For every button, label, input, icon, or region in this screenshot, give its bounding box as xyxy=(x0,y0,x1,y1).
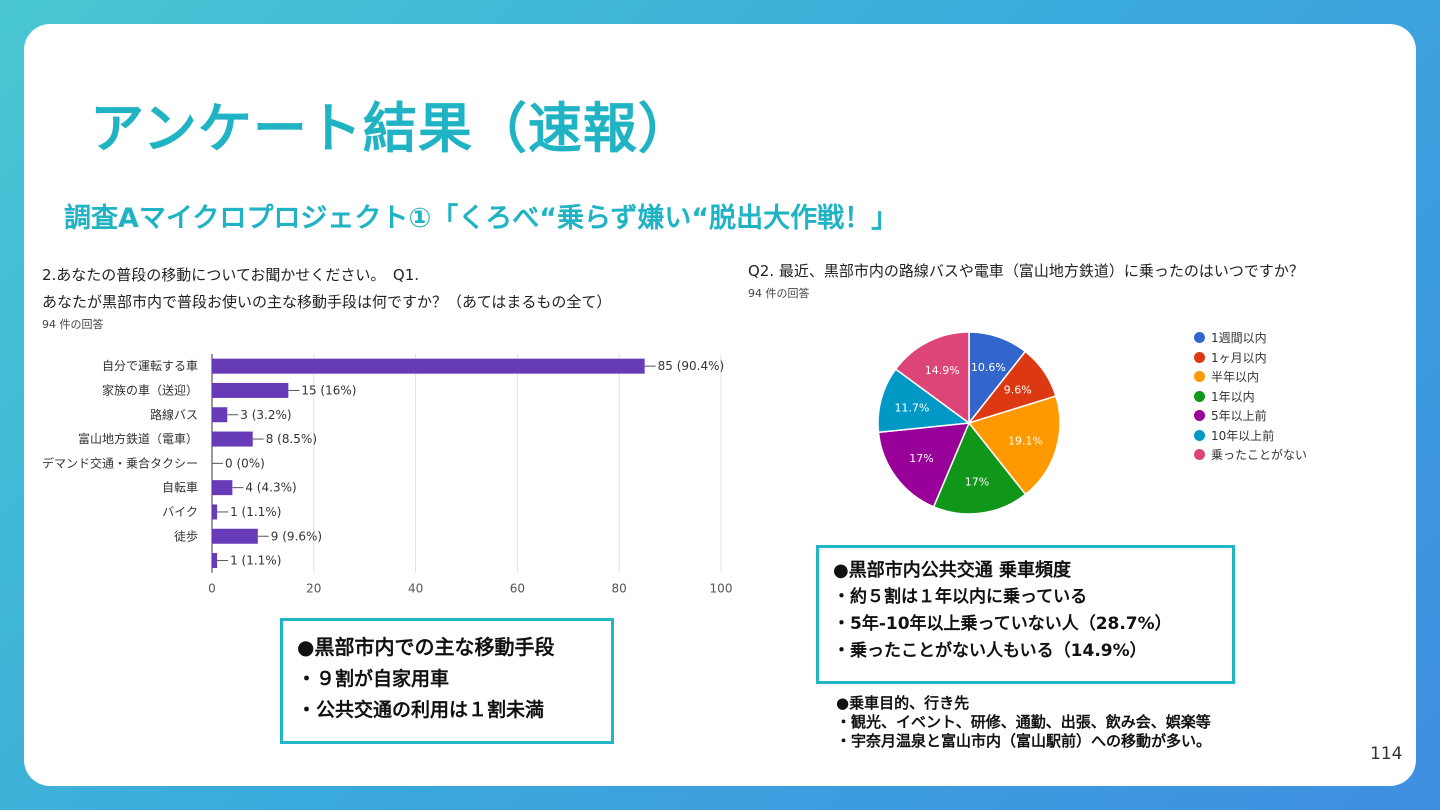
page-number: 114 xyxy=(1370,744,1403,764)
bar-chart-bar xyxy=(212,382,289,398)
bar-chart-category-label: バイク xyxy=(162,505,198,519)
bar-chart-category-label: 路線バス xyxy=(150,407,198,422)
pie-legend-label: 乗ったことがない xyxy=(1211,448,1308,463)
bar-chart-data-label: 1 (1.1%) xyxy=(230,554,281,568)
pie-slice-label: 17% xyxy=(909,452,933,465)
q2-question: Q2. 最近、黒部市内の路線バスや電車（富山地方鉄道）に乗ったのはいつですか？ xyxy=(748,262,1304,280)
legend-swatch-icon xyxy=(1194,351,1205,363)
pie-slice xyxy=(932,421,1027,515)
pie-legend-item: 1週間以内 xyxy=(1194,328,1307,348)
bar-chart-data-label: 8 (8.5%) xyxy=(266,432,317,446)
pie-slice-label: 9.6% xyxy=(1004,383,1032,396)
summary-box-transport: ●黒部市内での主な移動手段 ・９割が自家用車 ・公共交通の利用は１割未満 xyxy=(280,618,614,744)
pie-legend-label: 1ヶ月以内 xyxy=(1211,350,1267,365)
bar-chart-data-label: 15 (16%) xyxy=(301,383,356,397)
bar-chart-category-label: 富山地方鉄道（電車） xyxy=(78,431,198,446)
bar-chart-data-label: 85 (90.4%) xyxy=(658,359,725,373)
bar-chart-bar xyxy=(212,528,258,544)
q1-bar-chart: 0 20 40 60 80 100 自分で運転する車 85 (90.4%) 家族の車（送迎） 15… xyxy=(42,354,733,596)
legend-swatch-icon xyxy=(1194,449,1205,461)
bar-chart-category-label: 自転車 xyxy=(162,481,198,495)
page-title: アンケート結果（速報） xyxy=(90,97,693,160)
summary-box-transport-line2: ・公共交通の利用は１割未満 xyxy=(297,699,545,721)
bar-chart-data-label: 1 (1.1%) xyxy=(230,505,281,519)
pie-legend-label: 半年以内 xyxy=(1211,370,1260,385)
pie-slice-label: 14.9% xyxy=(925,364,960,377)
legend-swatch-icon xyxy=(1194,429,1205,441)
bar-chart-category-label: 徒歩 xyxy=(174,528,198,543)
bar-chart-x-tick-label: 20 xyxy=(306,582,321,596)
purpose-notes-line1: ・観光、イベント、研修、通勤、出張、飲み会、娯楽等 xyxy=(836,713,1211,731)
pie-slice-label: 17% xyxy=(965,476,989,489)
bar-chart-bar xyxy=(212,553,218,569)
q1-response-count: 94 件の回答 xyxy=(42,318,104,331)
legend-swatch-icon xyxy=(1194,371,1205,383)
pie-slice xyxy=(894,331,970,425)
bar-chart-data-label: 0 (0%) xyxy=(225,456,265,470)
purpose-notes: ●乗車目的、行き先 ・観光、イベント、研修、通勤、出張、飲み会、娯楽等 ・宇奈月… xyxy=(836,694,1211,751)
summary-box-frequency: ●黒部市内公共交通 乗車頻度 ・約５割は１年以内に乗っている ・5年-10年以上… xyxy=(816,545,1235,684)
bar-chart-category-label: 家族の車（送迎） xyxy=(102,382,198,397)
bar-chart-x-tick-label: 40 xyxy=(408,582,423,596)
summary-box-frequency-line3: ・乗ったことがない人もいる（14.9%） xyxy=(833,641,1147,661)
summary-box-transport-line1: ・９割が自家用車 xyxy=(297,668,450,690)
legend-swatch-icon xyxy=(1194,410,1205,422)
legend-swatch-icon xyxy=(1194,332,1205,344)
pie-legend-item: 1ヶ月以内 xyxy=(1194,348,1307,368)
pie-slice xyxy=(877,368,972,434)
pie-legend-item: 1年以内 xyxy=(1194,387,1307,407)
pie-legend-item: 半年以内 xyxy=(1194,367,1307,387)
pie-legend-item: 乗ったことがない xyxy=(1194,445,1307,465)
bar-chart-data-label: 3 (3.2%) xyxy=(240,408,291,422)
bar-chart-x-tick-label: 0 xyxy=(208,582,216,596)
bar-chart-x-tick-label: 60 xyxy=(510,582,525,596)
bar-chart-data-label: 9 (9.6%) xyxy=(271,529,322,543)
bar-chart-bar xyxy=(212,358,645,374)
pie-slice xyxy=(877,422,971,508)
pie-legend-item: 10年以上前 xyxy=(1194,426,1307,446)
bar-chart-x-tick-label: 80 xyxy=(612,582,627,596)
pie-legend-label: 5年以上前 xyxy=(1211,409,1267,424)
bar-chart-bar xyxy=(212,407,228,423)
summary-box-frequency-line1: ・約５割は１年以内に乗っている xyxy=(833,587,1088,607)
bar-chart-bar xyxy=(212,431,253,447)
pie-legend-item: 5年以上前 xyxy=(1194,406,1307,426)
purpose-notes-line2: ・宇奈月温泉と富山市内（富山駅前）への移動が多い。 xyxy=(836,732,1212,750)
q1-question-line1: 2.あなたの普段の移動についてお聞かせください。 Q1. xyxy=(42,266,420,284)
q1-question: 2.あなたの普段の移動についてお聞かせください。 Q1. あなたが黒部市内で普段… xyxy=(42,262,611,316)
bar-chart-category-label: デマンド交通・乗合タクシー xyxy=(42,455,198,470)
bar-chart-bar xyxy=(212,480,233,496)
pie-legend-label: 10年以上前 xyxy=(1211,428,1275,443)
summary-box-frequency-line2: ・5年-10年以上乗っていない人（28.7%） xyxy=(833,614,1172,634)
pie-slice-label: 19.1% xyxy=(1008,434,1043,447)
pie-slice-label: 10.6% xyxy=(971,361,1006,374)
q2-pie-chart: 10.6% 9.6% 19.1% 17% 17% 11.7% 14.9% xyxy=(877,331,1061,515)
summary-box-transport-heading: ●黒部市内での主な移動手段 xyxy=(297,635,555,659)
bar-chart-data-label: 4 (4.3%) xyxy=(245,481,296,495)
bar-chart-bar xyxy=(212,504,218,520)
slide-card: アンケート結果（速報） 調査Aマイクロプロジェクト①「くろべ“乗らず嫌い“脱出大… xyxy=(24,24,1416,786)
q2-pie-legend: 1週間以内 1ヶ月以内半年以内 1年以内 5年以上前 10年以上前乗ったことがない xyxy=(1194,328,1307,465)
purpose-notes-heading: ●乗車目的、行き先 xyxy=(836,694,970,712)
pie-legend-label: 1年以内 xyxy=(1211,389,1255,404)
q2-response-count: 94 件の回答 xyxy=(748,287,810,300)
q1-question-line2: あなたが黒部市内で普段お使いの主な移動手段は何ですか？（あてはまるもの全て） xyxy=(42,293,612,311)
pie-slice xyxy=(967,395,1061,496)
legend-swatch-icon xyxy=(1194,390,1205,402)
pie-legend-label: 1週間以内 xyxy=(1211,331,1267,346)
pie-slice-label: 11.7% xyxy=(894,401,929,414)
summary-box-frequency-heading: ●黒部市内公共交通 乗車頻度 xyxy=(833,560,1071,581)
bar-chart-category-label: 自分で運転する車 xyxy=(102,359,198,373)
bar-chart-x-tick-label: 100 xyxy=(710,582,733,596)
page-subtitle: 調査Aマイクロプロジェクト①「くろべ“乗らず嫌い“脱出大作戦！」 xyxy=(64,203,899,234)
